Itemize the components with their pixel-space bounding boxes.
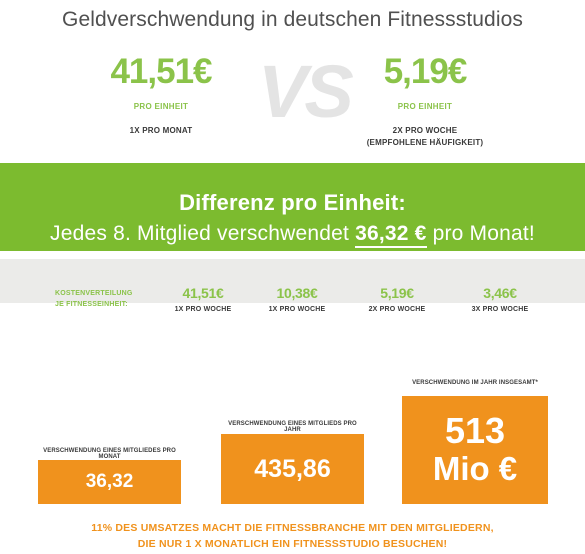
waste-total-caption: VERSCHWENDUNG IM JAHR INSGESAMT*	[412, 380, 538, 386]
cost-item-label: 1X PRO WOCHE	[268, 306, 326, 313]
cost-item: 41,51€ 1X PRO WOCHE	[163, 285, 243, 313]
waste-yearly-caption: VERSCHWENDUNG EINES MITGLIEDS PRO JAHR	[228, 421, 357, 433]
cost-distribution-label-line2: JE FITNESSEINHEIT:	[55, 301, 128, 308]
cost-item-label: 2X PRO WOCHE	[368, 306, 426, 313]
cost-item: 5,19€ 2X PRO WOCHE	[357, 285, 437, 313]
footer-note: 11% DES UMSATZES MACHT DIE FITNESSBRANCH…	[0, 520, 585, 552]
right-stat-frequency-line2: (EMPFOHLENE HÄUFIGKEIT)	[366, 138, 484, 147]
banner-sentence-after: pro Monat!	[426, 222, 535, 245]
left-stat-frequency: 1X PRO MONAT	[129, 126, 193, 135]
cost-item: 3,46€ 3X PRO WOCHE	[460, 285, 540, 313]
cost-item: 10,38€ 1X PRO WOCHE	[257, 285, 337, 313]
waste-total-box: 513 Mio €	[402, 396, 548, 504]
waste-total-value-line1: 513	[444, 410, 506, 451]
banner-sentence-before: Jedes 8. Mitglied verschwendet	[50, 222, 356, 245]
right-stat: 5,19€ PRO EINHEIT 2X PRO WOCHE (EMPFOHLE…	[335, 52, 515, 149]
page-title: Geldverschwendung in deutschen Fitnessst…	[62, 8, 523, 31]
left-stat-unit: PRO EINHEIT	[133, 102, 189, 111]
difference-banner: Differenz pro Einheit: Jedes 8. Mitglied…	[0, 163, 585, 251]
cost-item-value: 41,51€	[182, 285, 224, 301]
cost-item-label: 1X PRO WOCHE	[174, 306, 232, 313]
cost-distribution-band	[0, 259, 585, 303]
cost-item-value: 3,46€	[483, 285, 517, 301]
waste-monthly-box: 36,32	[38, 460, 181, 504]
cost-item-value: 5,19€	[380, 285, 414, 301]
right-stat-unit: PRO EINHEIT	[397, 102, 453, 111]
footer-line2: DIE NUR 1 X MONATLICH EIN FITNESSSTUDIO …	[137, 538, 448, 550]
right-stat-frequency: 2X PRO WOCHE (EMPFOHLENE HÄUFIGKEIT)	[335, 125, 515, 149]
cost-distribution-label-line1: KOSTENVERTEILUNG	[55, 290, 133, 297]
waste-monthly-value: 36,32	[85, 471, 134, 492]
banner-heading: Differenz pro Einheit:	[179, 190, 406, 215]
left-stat: 41,51€ PRO EINHEIT 1X PRO MONAT	[71, 52, 251, 137]
cost-item-label: 3X PRO WOCHE	[471, 306, 529, 313]
waste-monthly-caption: VERSCHWENDUNG EINES MITGLIEDES PRO MONAT	[43, 448, 176, 460]
banner-sentence: Jedes 8. Mitglied verschwendet 36,32 € p…	[0, 222, 585, 248]
right-stat-frequency-line1: 2X PRO WOCHE	[392, 126, 458, 135]
waste-total-value-line2: Mio €	[432, 450, 518, 487]
right-stat-value: 5,19€	[383, 52, 468, 91]
cost-item-value: 10,38€	[276, 285, 318, 301]
footer-line1: 11% DES UMSATZES MACHT DIE FITNESSBRANCH…	[91, 522, 494, 534]
waste-yearly-value: 435,86	[254, 455, 331, 483]
cost-distribution-label: KOSTENVERTEILUNG JE FITNESSEINHEIT:	[55, 288, 132, 310]
waste-yearly-box: 435,86	[221, 434, 364, 504]
left-stat-value: 41,51€	[110, 52, 212, 91]
banner-highlight-amount: 36,32 €	[355, 222, 427, 248]
vs-label: VS	[258, 50, 354, 133]
